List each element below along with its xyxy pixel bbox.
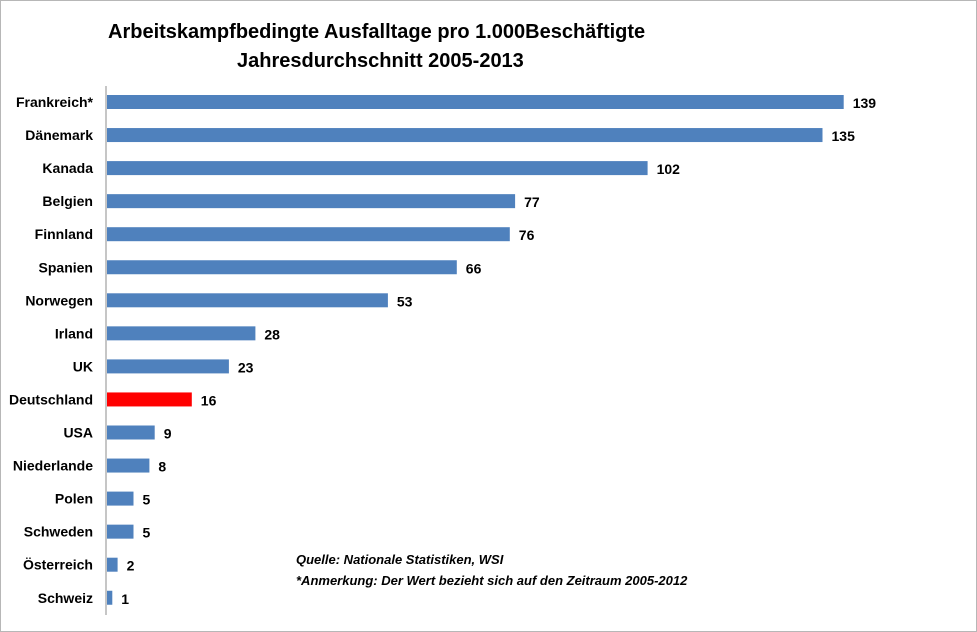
value-label-kanada: 102 — [657, 161, 681, 177]
category-label-schweden: Schweden — [24, 524, 93, 540]
value-label-deutschland: 16 — [201, 392, 217, 408]
value-label-spanien: 66 — [466, 260, 482, 276]
bar-finnland — [107, 227, 510, 242]
value-label-niederlande: 8 — [158, 459, 166, 475]
bar-uk — [107, 359, 229, 374]
chart-subtitle: Jahresdurchschnitt 2005-2013 — [237, 50, 524, 72]
value-label-schweiz: 1 — [121, 591, 129, 607]
bar-dänemark — [107, 128, 823, 143]
category-label-usa: USA — [63, 425, 93, 441]
category-label-uk: UK — [73, 358, 93, 374]
bar-spanien — [107, 260, 457, 275]
source-note: Quelle: Nationale Statistiken, WSI — [296, 552, 504, 567]
category-label-schweiz: Schweiz — [38, 590, 93, 606]
category-label-kanada: Kanada — [42, 160, 93, 176]
value-label-schweden: 5 — [143, 525, 151, 541]
bars-group: Frankreich* 139 Dänemark 135 Kanada 102 Belgie… — [9, 94, 876, 607]
category-label-norwegen: Norwegen — [25, 292, 93, 308]
bar-kanada — [107, 161, 648, 176]
category-label-finnland: Finnland — [35, 226, 93, 242]
value-label-polen: 5 — [143, 492, 151, 508]
category-label-polen: Polen — [55, 491, 93, 507]
value-label-frankreich: 139 — [853, 95, 877, 111]
remark-note: *Anmerkung: Der Wert bezieht sich auf de… — [296, 573, 688, 588]
value-label-usa: 9 — [164, 426, 172, 442]
category-label-deutschland: Deutschland — [9, 391, 93, 407]
bar-schweiz — [107, 590, 113, 605]
category-label-belgien: Belgien — [42, 193, 93, 209]
bar-deutschland — [107, 392, 192, 407]
category-label-frankreich: Frankreich* — [16, 94, 94, 110]
bar-frankreich — [107, 95, 844, 109]
category-label-österreich: Österreich — [23, 557, 93, 573]
chart-title: Arbeitskampfbedingte Ausfalltage pro 1.0… — [108, 21, 645, 43]
value-label-irland: 28 — [264, 326, 280, 342]
value-label-österreich: 2 — [127, 558, 135, 574]
bar-niederlande — [107, 458, 150, 473]
value-label-norwegen: 53 — [397, 293, 413, 309]
bar-norwegen — [107, 293, 388, 308]
value-label-finnland: 76 — [519, 227, 535, 243]
value-label-dänemark: 135 — [832, 128, 856, 144]
value-label-belgien: 77 — [524, 194, 540, 210]
bar-usa — [107, 425, 155, 440]
bar-schweden — [107, 524, 134, 539]
bar-irland — [107, 326, 256, 341]
category-label-irland: Irland — [55, 325, 93, 341]
category-label-niederlande: Niederlande — [13, 458, 93, 474]
category-label-spanien: Spanien — [39, 259, 93, 275]
bar-polen — [107, 491, 134, 506]
bar-österreich — [107, 557, 118, 572]
bar-belgien — [107, 194, 516, 209]
category-label-dänemark: Dänemark — [25, 127, 93, 143]
value-label-uk: 23 — [238, 359, 254, 375]
